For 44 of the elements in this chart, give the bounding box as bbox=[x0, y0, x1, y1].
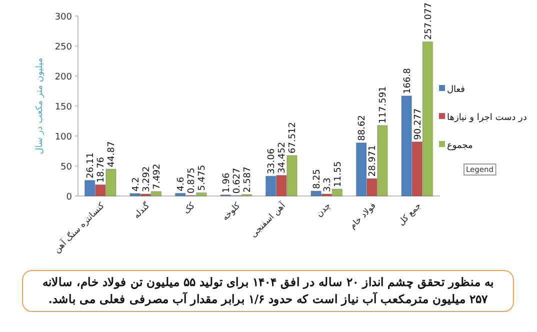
y-tick-label: 150 bbox=[54, 102, 72, 112]
x-tick-label: کلوخه bbox=[220, 200, 244, 224]
x-tick-label: چدن bbox=[314, 201, 333, 220]
x-tick-label: کک bbox=[182, 200, 198, 216]
data-label: 3.292 bbox=[142, 166, 152, 192]
x-tick-label: فولاد خام bbox=[348, 201, 378, 232]
data-label: 88.62 bbox=[358, 115, 368, 141]
data-label: 26.11 bbox=[86, 152, 96, 178]
y-axis-title: میلیون متر مکعب در سال bbox=[35, 58, 45, 154]
legend-label: فعال bbox=[447, 85, 465, 95]
y-tick-label: 300 bbox=[54, 12, 72, 22]
data-label: 0.875 bbox=[187, 168, 198, 194]
x-tick-label: گندله bbox=[131, 200, 153, 222]
legend-label: در دست اجرا و نیازها bbox=[447, 113, 527, 123]
data-label: 5.475 bbox=[198, 164, 208, 191]
data-label: 4.6 bbox=[176, 176, 187, 192]
data-label: 8.25 bbox=[312, 169, 322, 190]
data-label: 166.8 bbox=[402, 68, 413, 94]
data-label: 4.2 bbox=[131, 177, 142, 192]
data-label: 117.591 bbox=[378, 86, 389, 124]
data-label: 1.96 bbox=[222, 172, 232, 193]
y-tick-label: 50 bbox=[60, 162, 72, 172]
data-label: 7.492 bbox=[152, 164, 162, 190]
legend-label: مجموع bbox=[447, 141, 474, 151]
x-tick-label: جمع کل bbox=[396, 201, 424, 228]
y-tick-label: 200 bbox=[54, 72, 72, 82]
y-tick-label: 100 bbox=[54, 132, 72, 142]
text: به منظور تحقق چشم انداز ۲۰ ساله در افق ۱۴۰۴ برای تولید ۵۵ میلیون تن فولاد خام، سالانه ۲۵۷ میلیون مترمکعب آب نیاز است که حدود ۱/۶ برابر مقدار آب مصرفی فعلی می باشد. bbox=[22, 270, 514, 312]
data-label: 257.077 bbox=[424, 2, 434, 40]
data-label: 0.627 bbox=[232, 168, 242, 194]
data-label: 3.3 bbox=[322, 178, 333, 192]
y-tick-label: 250 bbox=[54, 42, 72, 52]
x-tick-label: آهن اسفنجی bbox=[248, 200, 288, 240]
data-label: 67.512 bbox=[288, 122, 298, 154]
data-label: 90.277 bbox=[413, 108, 424, 140]
data-label: 18.76 bbox=[96, 156, 107, 183]
data-label: 11.55 bbox=[333, 161, 344, 188]
y-tick-label: 0 bbox=[66, 192, 72, 202]
data-label: 34.452 bbox=[278, 142, 288, 174]
data-label: 33.06 bbox=[267, 148, 278, 174]
x-tick-label: کنسانتره سنگ آهن bbox=[52, 200, 108, 256]
data-label: 44.87 bbox=[107, 141, 118, 168]
data-label: 28.971 bbox=[368, 145, 378, 177]
data-label: 2.587 bbox=[242, 166, 253, 192]
